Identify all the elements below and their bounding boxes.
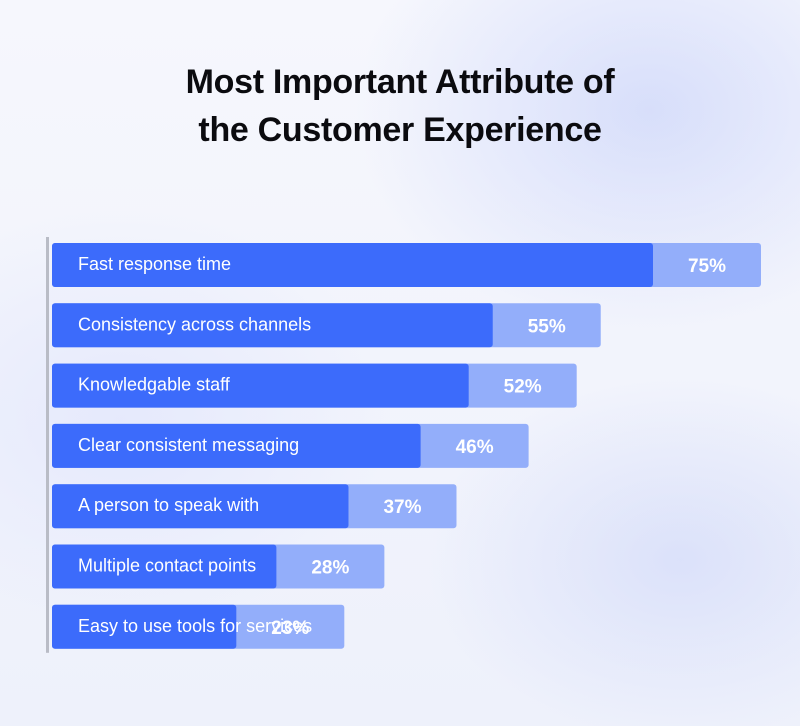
bar-row: Fast response time 75% [52,243,761,287]
bar [52,484,349,529]
category-label: Consistency across channels [78,314,311,334]
chart-title-line-2: the Customer Experience [198,111,602,149]
value-label: 75% [688,256,726,277]
bar-row: Consistency across channels 55% [52,303,601,348]
bar-row: Multiple contact points 28% [52,544,385,589]
value-label: 46% [456,437,494,458]
category-label: Easy to use tools for services [78,616,312,636]
value-label: 37% [383,497,421,518]
value-label: 52% [504,377,542,398]
category-label: A person to speak with [78,495,259,515]
bar-row: A person to speak with 37% [52,484,457,529]
category-label: Fast response time [78,254,231,274]
category-label: Knowledgable staff [78,375,231,395]
bar-row: Knowledgable staff 52% [52,363,577,408]
bar-row: Clear consistent messaging 46% [52,423,529,468]
bar [52,363,469,408]
value-label: 23% [271,618,309,639]
y-axis-line [46,237,49,653]
value-label: 55% [528,316,566,337]
value-label: 28% [311,558,349,579]
category-label: Multiple contact points [78,556,256,576]
bar [52,604,237,649]
bar [52,243,653,287]
category-label: Clear consistent messaging [78,435,299,455]
chart-title: Most Important Attribute of the Customer… [0,58,800,154]
bar [52,423,421,468]
bar [52,544,277,589]
bar [52,303,493,348]
chart-title-line-1: Most Important Attribute of [185,63,615,101]
